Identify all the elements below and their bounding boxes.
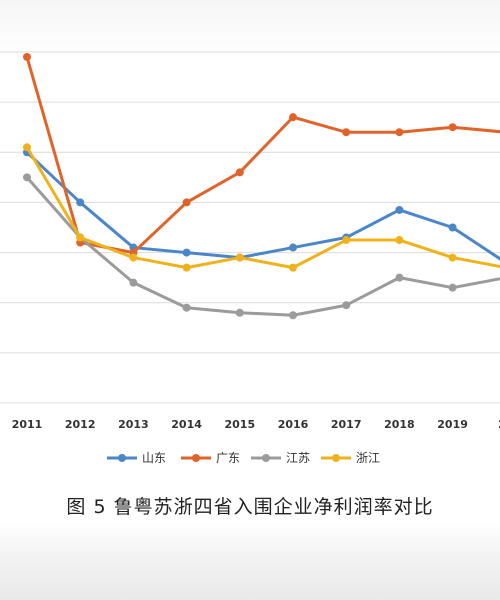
data-point (395, 236, 404, 245)
data-point (342, 301, 351, 310)
x-tick-label: 2013 (118, 418, 149, 431)
data-point (448, 223, 457, 232)
data-point (23, 143, 31, 152)
data-point (129, 278, 138, 287)
data-point (235, 253, 244, 262)
series-line-0 (25, 150, 500, 261)
legend: 山东 广东 江苏 浙江 (107, 451, 380, 465)
data-point (23, 53, 31, 62)
data-point (289, 243, 297, 252)
legend-label: 江苏 (286, 451, 310, 465)
data-point (182, 248, 191, 257)
x-tick-label: 2016 (278, 418, 309, 431)
legend-label: 山东 (142, 451, 166, 465)
data-point (76, 233, 85, 242)
data-point (182, 198, 191, 207)
data-point (395, 273, 404, 282)
legend-marker (192, 454, 200, 462)
x-tick-label: 2015 (224, 418, 255, 431)
x-tick-label: 20 (498, 418, 500, 431)
data-point (289, 311, 297, 320)
legend-marker (262, 454, 270, 462)
x-tick-label: 2014 (171, 418, 202, 431)
data-point (342, 236, 351, 245)
legend-marker (118, 454, 126, 462)
data-point (448, 283, 457, 292)
x-tick-label: 2012 (65, 418, 96, 431)
data-point (395, 205, 404, 214)
data-point (448, 123, 457, 132)
data-point (23, 173, 31, 182)
data-point (182, 303, 191, 312)
series-line-2 (25, 175, 500, 317)
data-point (235, 168, 244, 177)
series-line-1 (25, 55, 500, 255)
data-point (235, 308, 244, 317)
x-tick-label: 2011 (12, 418, 43, 431)
series-lines (23, 53, 500, 320)
data-point (289, 263, 297, 272)
x-tick-label: 2017 (331, 418, 362, 431)
data-point (182, 263, 191, 272)
data-point (76, 198, 85, 207)
data-point (129, 253, 138, 262)
legend-label: 广东 (216, 451, 240, 465)
legend-label: 浙江 (356, 451, 380, 465)
data-point (395, 128, 404, 137)
legend-marker (332, 454, 340, 462)
data-point (289, 113, 297, 122)
x-tick-label: 2018 (384, 418, 415, 431)
series-line-3 (25, 145, 500, 270)
data-point (448, 253, 457, 262)
data-point (342, 128, 351, 137)
line-chart: 2011 2012 2013 2014 2015 2016 2017 2018 2019 20 山… (0, 51, 500, 465)
x-axis-ticks: 2011 2012 2013 2014 2015 2016 2017 2018 2019 20 (12, 418, 500, 431)
figure-caption: 图 5 鲁粤苏浙四省入围企业净利润率对比 (66, 496, 434, 518)
x-tick-label: 2019 (437, 418, 468, 431)
